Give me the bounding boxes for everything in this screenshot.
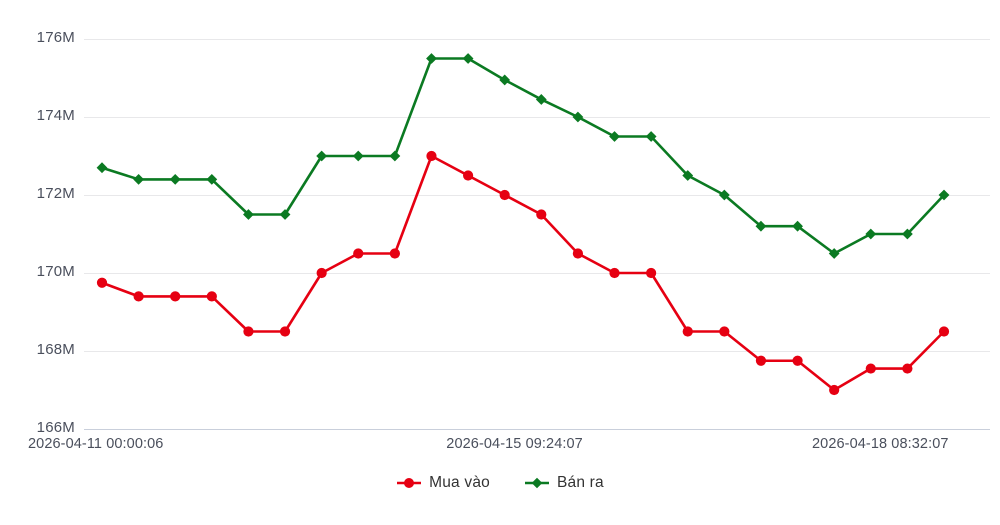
data-point[interactable]: [572, 248, 584, 259]
data-point[interactable]: [499, 74, 511, 86]
data-point[interactable]: [792, 355, 803, 366]
data-point[interactable]: [96, 277, 108, 288]
chart-legend: Mua vào Bán ra: [0, 474, 1000, 492]
legend-item-mua-vao[interactable]: Mua vào: [396, 474, 490, 492]
data-point[interactable]: [133, 174, 145, 185]
data-point[interactable]: [243, 209, 254, 220]
data-point[interactable]: [682, 326, 693, 337]
data-point[interactable]: [352, 150, 364, 162]
data-point[interactable]: [719, 326, 730, 337]
data-point[interactable]: [646, 267, 657, 279]
y-tick-label: 172M: [36, 185, 75, 202]
data-point[interactable]: [389, 248, 400, 259]
data-point[interactable]: [353, 248, 364, 259]
data-point[interactable]: [865, 228, 877, 240]
data-point[interactable]: [718, 189, 730, 201]
data-point[interactable]: [96, 162, 108, 174]
legend-label: Mua vào: [429, 474, 490, 491]
data-point[interactable]: [609, 267, 620, 279]
data-point[interactable]: [316, 150, 328, 162]
data-point[interactable]: [279, 209, 291, 220]
data-point[interactable]: [169, 174, 181, 185]
data-point[interactable]: [535, 94, 547, 105]
data-point[interactable]: [682, 170, 694, 181]
data-point[interactable]: [792, 220, 803, 232]
data-point[interactable]: [206, 174, 218, 185]
legend-item-ban-ra[interactable]: Bán ra: [524, 474, 604, 492]
data-point[interactable]: [133, 291, 144, 302]
x-tick-label: 2026-04-18 08:32:07: [812, 436, 949, 452]
data-point[interactable]: [828, 248, 840, 259]
data-point[interactable]: [279, 326, 291, 337]
diamond-marker-icon: [524, 477, 549, 489]
data-point[interactable]: [389, 150, 401, 162]
data-point[interactable]: [536, 209, 547, 220]
data-point[interactable]: [645, 131, 657, 142]
data-point[interactable]: [462, 53, 474, 64]
legend-label: Bán ra: [556, 474, 604, 491]
data-point[interactable]: [316, 267, 327, 279]
y-tick-label: 166M: [36, 419, 75, 436]
y-tick-label: 176M: [36, 29, 75, 46]
data-point[interactable]: [901, 228, 913, 240]
y-tick-label: 174M: [36, 107, 75, 124]
data-point[interactable]: [609, 131, 620, 142]
data-point[interactable]: [829, 384, 840, 396]
x-tick-label: 2026-04-11 00:00:06: [28, 436, 164, 452]
series-line-mua-vao: [100, 154, 946, 392]
circle-marker-icon: [397, 478, 422, 488]
gridlines: [84, 39, 990, 430]
data-point[interactable]: [755, 220, 767, 232]
data-point[interactable]: [865, 363, 876, 374]
series-layer: [96, 53, 950, 396]
data-point[interactable]: [938, 189, 950, 201]
y-tick-label: 168M: [36, 341, 75, 358]
data-point[interactable]: [755, 355, 767, 366]
data-point[interactable]: [499, 189, 510, 201]
data-point[interactable]: [938, 326, 950, 337]
data-point[interactable]: [426, 53, 437, 64]
x-tick-label: 2026-04-15 09:24:07: [446, 436, 583, 452]
data-point[interactable]: [462, 170, 474, 181]
data-point[interactable]: [243, 326, 254, 337]
data-point[interactable]: [572, 111, 584, 123]
data-point[interactable]: [170, 291, 181, 302]
y-tick-label: 170M: [36, 263, 75, 280]
data-point[interactable]: [426, 150, 437, 162]
data-point[interactable]: [902, 363, 913, 374]
series-line-ban-ra: [100, 57, 946, 255]
data-point[interactable]: [206, 291, 217, 302]
